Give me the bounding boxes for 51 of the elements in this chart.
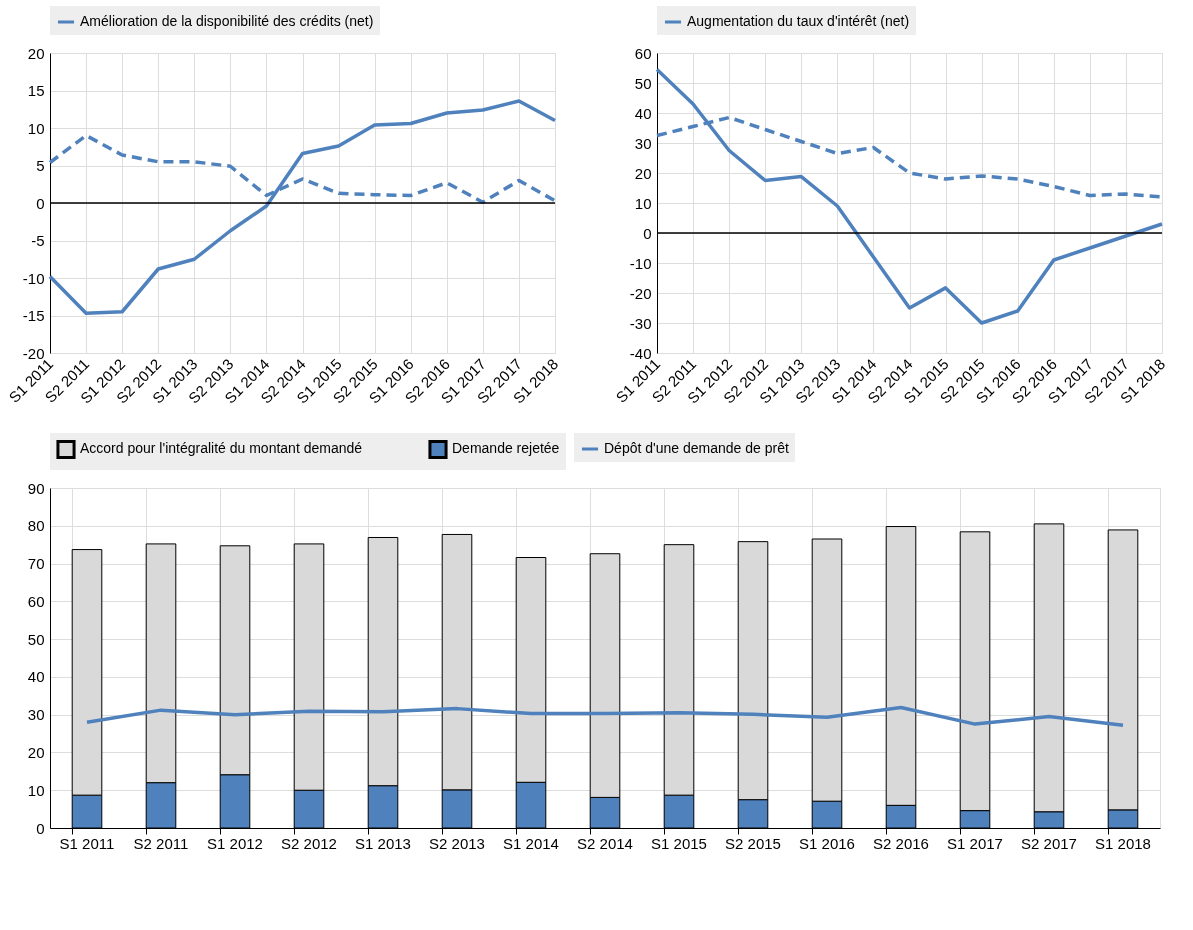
- line-series: [85, 705, 1125, 727]
- x-tick-label: S2 2013: [429, 834, 485, 852]
- x-tick-label: S2 2012: [281, 834, 337, 852]
- y-tick-label: 20: [27, 44, 45, 62]
- y-tick-label: 15: [27, 82, 45, 99]
- x-tick-label: S1 2013: [355, 834, 411, 852]
- y-tick-label: 50: [27, 630, 45, 648]
- x-tick-label: S2 2014: [577, 834, 633, 852]
- y-tick-label: -15: [22, 307, 45, 324]
- y-tick-label: 30: [27, 706, 45, 724]
- y-tick-label: 10: [634, 194, 652, 212]
- y-tick-label: 20: [27, 743, 45, 761]
- line-series: [48, 99, 557, 315]
- y-tick-label: 20: [634, 164, 652, 182]
- x-tick-label: S1 2016: [799, 834, 855, 852]
- x-tick-label: S1 2017: [947, 834, 1003, 852]
- y-tick-label: 10: [27, 119, 45, 137]
- legend-label: Demande rejetée: [452, 440, 560, 457]
- y-tick-label: -10: [22, 269, 45, 287]
- x-tick-label: S2 2011: [133, 834, 189, 852]
- x-tick-label: S2 2017: [1021, 834, 1077, 852]
- y-tick-label: 0: [36, 819, 45, 837]
- legend-label: Augmentation du taux d'intérêt (net): [687, 13, 910, 29]
- y-tick-label: 60: [634, 44, 652, 62]
- y-tick-label: 30: [634, 134, 652, 152]
- x-tick-label: S1 2014: [503, 834, 559, 852]
- x-tick-label: S2 2015: [725, 834, 781, 852]
- y-tick-label: 90: [27, 479, 45, 497]
- legend-label: Accord pour l'intégralité du montant demandé: [80, 440, 363, 457]
- y-tick-label: 70: [27, 555, 45, 573]
- x-tick-label: S1 2015: [651, 834, 707, 852]
- y-tick-label: -10: [629, 254, 652, 272]
- y-tick-label: 60: [27, 592, 45, 610]
- x-tick-label: S1 2018: [1095, 834, 1151, 852]
- x-tick-label: S1 2012: [207, 834, 263, 852]
- y-tick-label: 5: [36, 157, 45, 174]
- legend-label: Dépôt d'une demande de prêt: [604, 440, 789, 456]
- y-tick-label: 0: [36, 194, 45, 212]
- y-tick-label: 50: [634, 74, 652, 92]
- y-tick-label: -20: [629, 284, 652, 302]
- y-tick-label: 0: [643, 224, 652, 242]
- legend-label: Amélioration de la disponibilité des crédits (net): [80, 13, 374, 29]
- y-tick-label: 80: [27, 517, 45, 535]
- y-tick-label: -5: [31, 232, 45, 249]
- y-tick-label: -30: [629, 314, 652, 332]
- y-tick-label: 40: [27, 668, 45, 686]
- x-tick-label: S1 2011: [59, 834, 115, 852]
- x-tick-label: S2 2016: [873, 834, 929, 852]
- y-tick-label: 40: [634, 104, 652, 122]
- y-tick-label: 10: [27, 781, 45, 799]
- line-series: [655, 67, 1164, 325]
